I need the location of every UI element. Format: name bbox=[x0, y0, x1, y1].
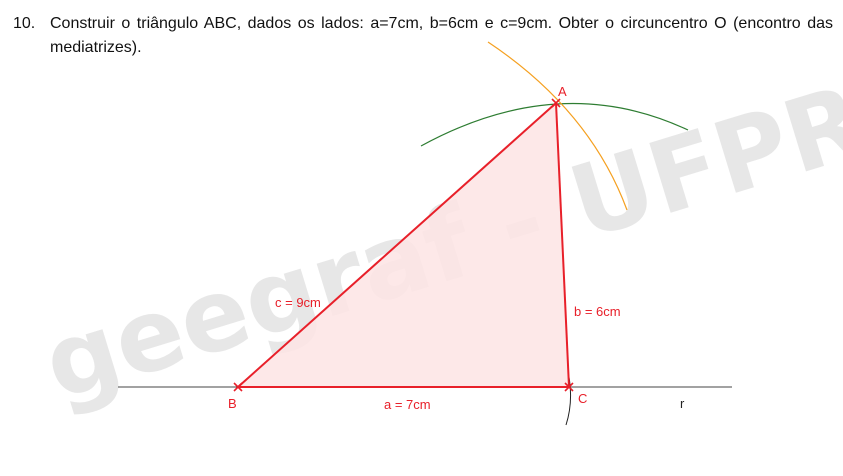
exercise-statement: 10. Construir o triângulo ABC, dados os … bbox=[13, 12, 833, 60]
vertex-label-a: A bbox=[558, 84, 567, 99]
arc-orange bbox=[487, 41, 628, 211]
side-b bbox=[555, 102, 570, 388]
side-label-b: b = 6cm bbox=[574, 304, 621, 319]
vertex-marker-a bbox=[551, 98, 561, 108]
vertex-label-b: B bbox=[228, 396, 237, 411]
vertex-label-c: C bbox=[578, 391, 587, 406]
line-label-r: r bbox=[680, 396, 685, 411]
exercise-number: 10. bbox=[13, 15, 36, 32]
vertex-marker-c bbox=[564, 382, 574, 392]
exercise-text: Construir o triângulo ABC, dados os lado… bbox=[50, 15, 833, 56]
triangle-fill bbox=[238, 103, 569, 387]
side-label-c: c = 9cm bbox=[275, 295, 321, 310]
vertex-marker-b bbox=[233, 382, 243, 392]
side-c bbox=[237, 102, 557, 388]
side-label-a: a = 7cm bbox=[384, 397, 431, 412]
